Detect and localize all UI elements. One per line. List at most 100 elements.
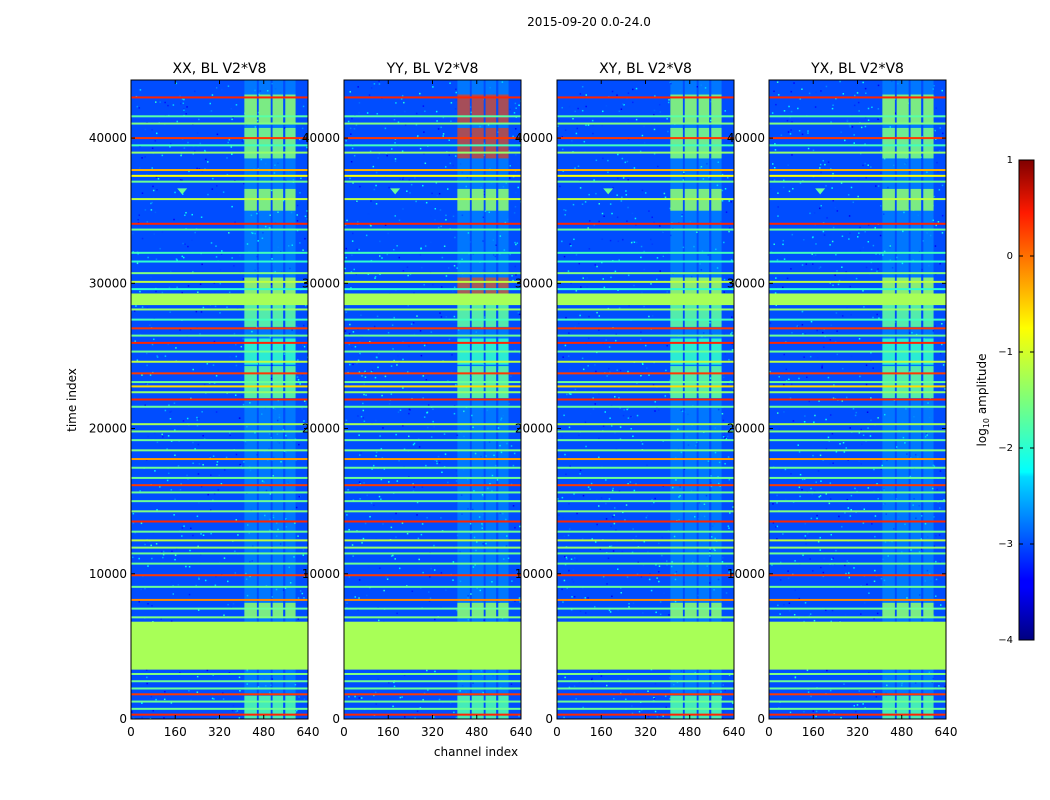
rfi-line	[557, 385, 734, 388]
noise-cell	[416, 501, 419, 504]
noise-cell	[680, 451, 683, 454]
noise-cell	[191, 213, 193, 216]
noise-cell	[483, 514, 485, 516]
noise-cell	[373, 83, 376, 85]
noise-cell	[631, 705, 633, 707]
noise-cell	[259, 90, 262, 92]
noise-cell	[588, 315, 590, 318]
noise-cell	[169, 411, 171, 413]
rfi-block	[485, 602, 497, 618]
noise-cell	[435, 110, 438, 113]
noise-cell	[684, 411, 687, 413]
noise-cell	[204, 579, 207, 582]
noise-cell	[935, 224, 937, 227]
noise-cell	[706, 163, 708, 165]
rfi-line	[131, 318, 308, 321]
noise-cell	[218, 679, 221, 681]
rfi-line	[557, 222, 734, 225]
noise-cell	[500, 419, 502, 421]
noise-cell	[561, 240, 563, 243]
rfi-line	[769, 466, 946, 469]
rfi-line	[769, 449, 946, 452]
noise-cell	[633, 284, 635, 287]
noise-cell	[941, 184, 944, 187]
rfi-line	[131, 198, 308, 201]
noise-cell	[200, 485, 203, 488]
noise-cell	[445, 214, 447, 217]
noise-cell	[270, 437, 272, 439]
colorbar-gradient	[1018, 159, 1035, 641]
noise-cell	[146, 682, 148, 685]
noise-cell	[774, 143, 776, 145]
noise-cell	[473, 490, 475, 492]
noise-cell	[728, 527, 730, 529]
noise-cell	[845, 396, 848, 399]
noise-cell	[271, 82, 273, 85]
noise-cell	[926, 171, 928, 173]
noise-cell	[562, 356, 564, 358]
rfi-line	[769, 423, 946, 426]
noise-cell	[862, 185, 865, 188]
noise-cell	[219, 282, 222, 285]
noise-cell	[356, 248, 358, 251]
noise-cell	[627, 206, 629, 209]
noise-cell	[504, 221, 507, 224]
rfi-block	[670, 602, 683, 618]
noise-cell	[609, 239, 612, 242]
noise-cell	[568, 426, 571, 429]
noise-cell	[852, 408, 855, 410]
noise-cell	[213, 492, 216, 495]
noise-cell	[276, 433, 279, 435]
noise-cell	[373, 188, 376, 191]
noise-cell	[662, 485, 664, 487]
noise-cell	[788, 105, 790, 108]
rfi-line	[769, 616, 946, 619]
noise-cell	[412, 490, 415, 492]
noise-cell	[404, 110, 406, 113]
noise-cell	[249, 402, 251, 404]
noise-cell	[482, 269, 485, 271]
noise-cell	[589, 488, 591, 490]
noise-cell	[798, 597, 801, 600]
noise-cell	[183, 109, 185, 111]
noise-cell	[571, 578, 573, 581]
noise-cell	[282, 428, 285, 431]
noise-cell	[359, 352, 361, 355]
noise-cell	[378, 619, 380, 622]
noise-cell	[452, 290, 454, 293]
noise-cell	[369, 340, 371, 343]
noise-cell	[825, 493, 828, 495]
rfi-line	[769, 439, 946, 442]
noise-cell	[836, 330, 838, 332]
noise-cell	[408, 435, 410, 438]
noise-cell	[917, 214, 920, 217]
noise-cell	[776, 412, 779, 414]
rfi-line	[344, 466, 521, 469]
rfi-line	[557, 327, 734, 330]
noise-cell	[818, 207, 821, 210]
noise-cell	[822, 571, 825, 574]
noise-cell	[289, 582, 292, 584]
noise-cell	[789, 397, 792, 399]
noise-cell	[402, 387, 404, 389]
noise-cell	[195, 575, 198, 578]
noise-cell	[514, 265, 516, 268]
noise-cell	[472, 446, 475, 449]
noise-cell	[707, 254, 709, 256]
rfi-block	[882, 127, 895, 159]
noise-cell	[352, 232, 354, 235]
noise-cell	[783, 603, 785, 606]
noise-cell	[575, 254, 578, 256]
noise-cell	[420, 587, 422, 589]
rfi-block	[272, 602, 284, 618]
noise-cell	[376, 315, 379, 318]
noise-cell	[227, 172, 229, 174]
noise-cell	[632, 528, 634, 530]
noise-cell	[155, 258, 158, 260]
rfi-line	[557, 562, 734, 565]
noise-cell	[213, 698, 215, 700]
noise-cell	[440, 316, 443, 318]
noise-cell	[274, 408, 277, 410]
noise-cell	[855, 277, 858, 280]
noise-cell	[730, 427, 733, 429]
